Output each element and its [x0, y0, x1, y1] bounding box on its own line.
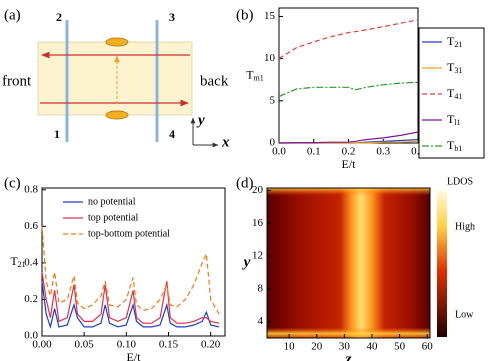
- plot-frame: [266, 187, 431, 339]
- legend-label: T21: [447, 34, 462, 49]
- lead-label: 2: [56, 10, 62, 24]
- y-tick-label: 10: [264, 52, 276, 64]
- series-line: [278, 81, 419, 98]
- y-tick-label: 0.4: [24, 256, 38, 268]
- lead-label: 3: [169, 10, 175, 24]
- x-tick-label: 40: [366, 341, 378, 353]
- potential: [105, 110, 129, 120]
- y-tick-label: 20: [252, 184, 264, 196]
- legend-label: no potential: [88, 196, 136, 207]
- y-tick-label: 0.2: [24, 293, 38, 305]
- colorbar-title: LDOS: [447, 176, 473, 187]
- panel-label: (c): [4, 175, 21, 191]
- x-tick-label: 0.00: [32, 339, 52, 351]
- lead-label: 4: [169, 127, 175, 141]
- y-tick-label: 4: [258, 315, 264, 327]
- y-tick-label: 0: [270, 137, 276, 149]
- y-tick-label: 15: [264, 10, 276, 22]
- series-line: [278, 19, 419, 60]
- device-diagram: (a) 2 3 1 4 front back y x: [2, 7, 230, 150]
- legend-label: Tb1: [447, 138, 462, 153]
- x-tick-label: 60: [422, 341, 434, 353]
- series-line: [41, 281, 220, 330]
- sample: [37, 41, 193, 116]
- x-tick-label: 0.3: [376, 146, 390, 158]
- colorbar-label: High: [455, 221, 475, 232]
- panel-label: (a): [4, 7, 21, 23]
- x-tick-label: 0.10: [117, 339, 137, 351]
- x-tick-label: 0.0: [272, 146, 286, 158]
- plot-frame: [41, 187, 226, 337]
- y-tick-label: 0.6: [24, 220, 38, 232]
- x-tick-label: 0.20: [201, 339, 221, 351]
- heatmap-edge: [267, 188, 430, 338]
- legend-label: top potential: [88, 212, 138, 223]
- x-tick-label: 10: [284, 341, 296, 353]
- legend-label: T41: [447, 86, 462, 101]
- x-tick-label: 0.05: [75, 339, 95, 351]
- plot-frame: [278, 7, 419, 144]
- potential: [105, 37, 129, 47]
- x-tick-label: 0.2: [342, 146, 356, 158]
- side-label: front: [2, 73, 32, 89]
- x-tick-label: 50: [394, 341, 406, 353]
- y-tick-label: 16: [252, 217, 264, 229]
- y-axis-label: y: [242, 254, 251, 270]
- x-axis-label: z: [345, 351, 352, 361]
- y-tick-label: 12: [252, 250, 263, 262]
- axis-label: x: [221, 134, 230, 150]
- legend-label: Tl1: [447, 112, 461, 127]
- y-tick-label: 0.0: [24, 330, 38, 342]
- x-tick-label: 0.15: [159, 339, 179, 351]
- x-axis-label: E/t: [127, 350, 142, 361]
- y-axis-label: Tm1: [246, 67, 264, 82]
- series-line: [278, 131, 419, 144]
- series-line: [41, 271, 220, 324]
- x-tick-label: 30: [339, 341, 351, 353]
- x-tick-label: 0.1: [307, 146, 321, 158]
- y-tick-label: 0.8: [24, 183, 38, 195]
- lead-label: 1: [54, 127, 60, 141]
- legend-label: top-bottom potential: [88, 228, 170, 239]
- legend: [60, 193, 200, 245]
- y-axis-label: T21: [10, 254, 25, 269]
- axis-label: y: [196, 112, 205, 128]
- legend: [418, 27, 485, 159]
- colorbar-label: Low: [455, 309, 474, 320]
- x-tick-label: 20: [311, 341, 323, 353]
- colorbar: [437, 190, 447, 337]
- panel-label: (d): [236, 175, 254, 191]
- y-tick-label: 5: [270, 94, 276, 106]
- series-line: [41, 226, 220, 315]
- y-tick-label: 8: [258, 282, 264, 294]
- x-axis-label: E/t: [342, 157, 357, 171]
- legend-label: T31: [447, 60, 462, 75]
- panel-label: (b): [236, 7, 254, 23]
- side-label: back: [200, 73, 229, 89]
